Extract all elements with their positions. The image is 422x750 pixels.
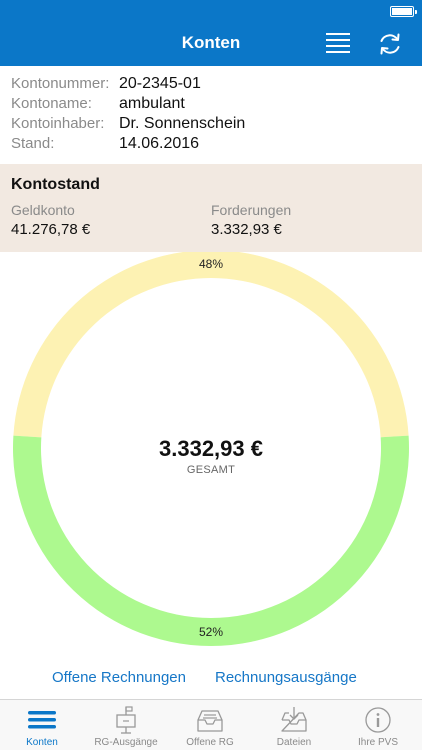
rechnungsausgaenge-link[interactable]: Rechnungsausgänge (215, 669, 357, 686)
download-tray-icon (281, 707, 307, 732)
kontoname-value: ambulant (119, 95, 185, 112)
tab-dateien-label: Dateien (276, 737, 312, 748)
info-row-kontoinhaber: Kontoinhaber: Dr. Sonnenschein (11, 115, 422, 135)
donut-svg: 48% 52% (13, 252, 409, 646)
page-title: Konten (181, 33, 241, 52)
forderungen: Forderungen 3.332,93 € (211, 202, 291, 238)
links-row: Offene Rechnungen Rechnungsausgänge (0, 662, 422, 694)
donut-slice-label-0: 48% (199, 257, 223, 271)
kontoname-label: Kontoname: (11, 95, 92, 112)
info-row-kontonummer: Kontonummer: 20-2345-01 (11, 75, 422, 95)
tab-ihre-pvs[interactable]: Ihre PVS (336, 700, 420, 750)
stand-value: 14.06.2016 (119, 135, 200, 152)
list-icon[interactable] (326, 33, 350, 55)
tab-offene-rg[interactable]: Offene RG (168, 700, 252, 750)
tab-konten-label: Konten (26, 737, 58, 748)
tab-offene-rg-label: Offene RG (186, 737, 234, 748)
kontonummer-label: Kontonummer: (11, 75, 110, 92)
list-icon (28, 711, 56, 729)
info-row-kontoname: Kontoname: ambulant (11, 95, 422, 115)
navigation-bar: Konten (0, 22, 422, 66)
chart-total-label: GESAMT (186, 464, 236, 476)
donut-slice-0 (13, 252, 409, 438)
status-bar (0, 0, 422, 22)
kontoinhaber-label: Kontoinhaber: (11, 115, 105, 132)
battery-icon (390, 6, 417, 17)
account-info: Kontonummer: 20-2345-01 Kontoname: ambul… (0, 66, 422, 164)
donut-chart: 48% 52% 3.332,93 € GESAMT (0, 252, 422, 662)
donut-slice-label-1: 52% (199, 625, 223, 639)
tab-rg-ausgaenge[interactable]: RG-Ausgänge (84, 700, 168, 750)
forderungen-label: Forderungen (211, 202, 292, 218)
donut-slice-1 (13, 435, 409, 646)
tab-bar: Konten RG-Ausgänge Offene RG Dateien (0, 699, 422, 750)
geldkonto-value: 41.276,78 € (11, 221, 91, 238)
mailbox-icon (116, 706, 136, 734)
offene-rechnungen-link[interactable]: Offene Rechnungen (52, 669, 186, 686)
refresh-icon[interactable] (376, 30, 404, 58)
kontonummer-value: 20-2345-01 (119, 75, 201, 92)
forderungen-value: 3.332,93 € (211, 221, 282, 238)
tab-dateien[interactable]: Dateien (252, 700, 336, 750)
tab-ihre-pvs-label: Ihre PVS (357, 737, 399, 748)
info-row-stand: Stand: 14.06.2016 (11, 135, 422, 155)
tab-rg-ausgaenge-label: RG-Ausgänge (94, 737, 158, 748)
kontostand-title: Kontostand (11, 176, 100, 193)
kontostand-panel: Kontostand Geldkonto 41.276,78 € Forderu… (0, 164, 422, 252)
chart-total-value: 3.332,93 € (159, 436, 263, 461)
geldkonto-label: Geldkonto (11, 202, 75, 218)
inbox-tray-icon (197, 710, 223, 732)
info-icon (365, 707, 391, 733)
geldkonto: Geldkonto 41.276,78 € (11, 202, 90, 238)
stand-label: Stand: (11, 135, 55, 152)
tab-konten[interactable]: Konten (0, 700, 84, 750)
kontoinhaber-value: Dr. Sonnenschein (119, 115, 246, 132)
